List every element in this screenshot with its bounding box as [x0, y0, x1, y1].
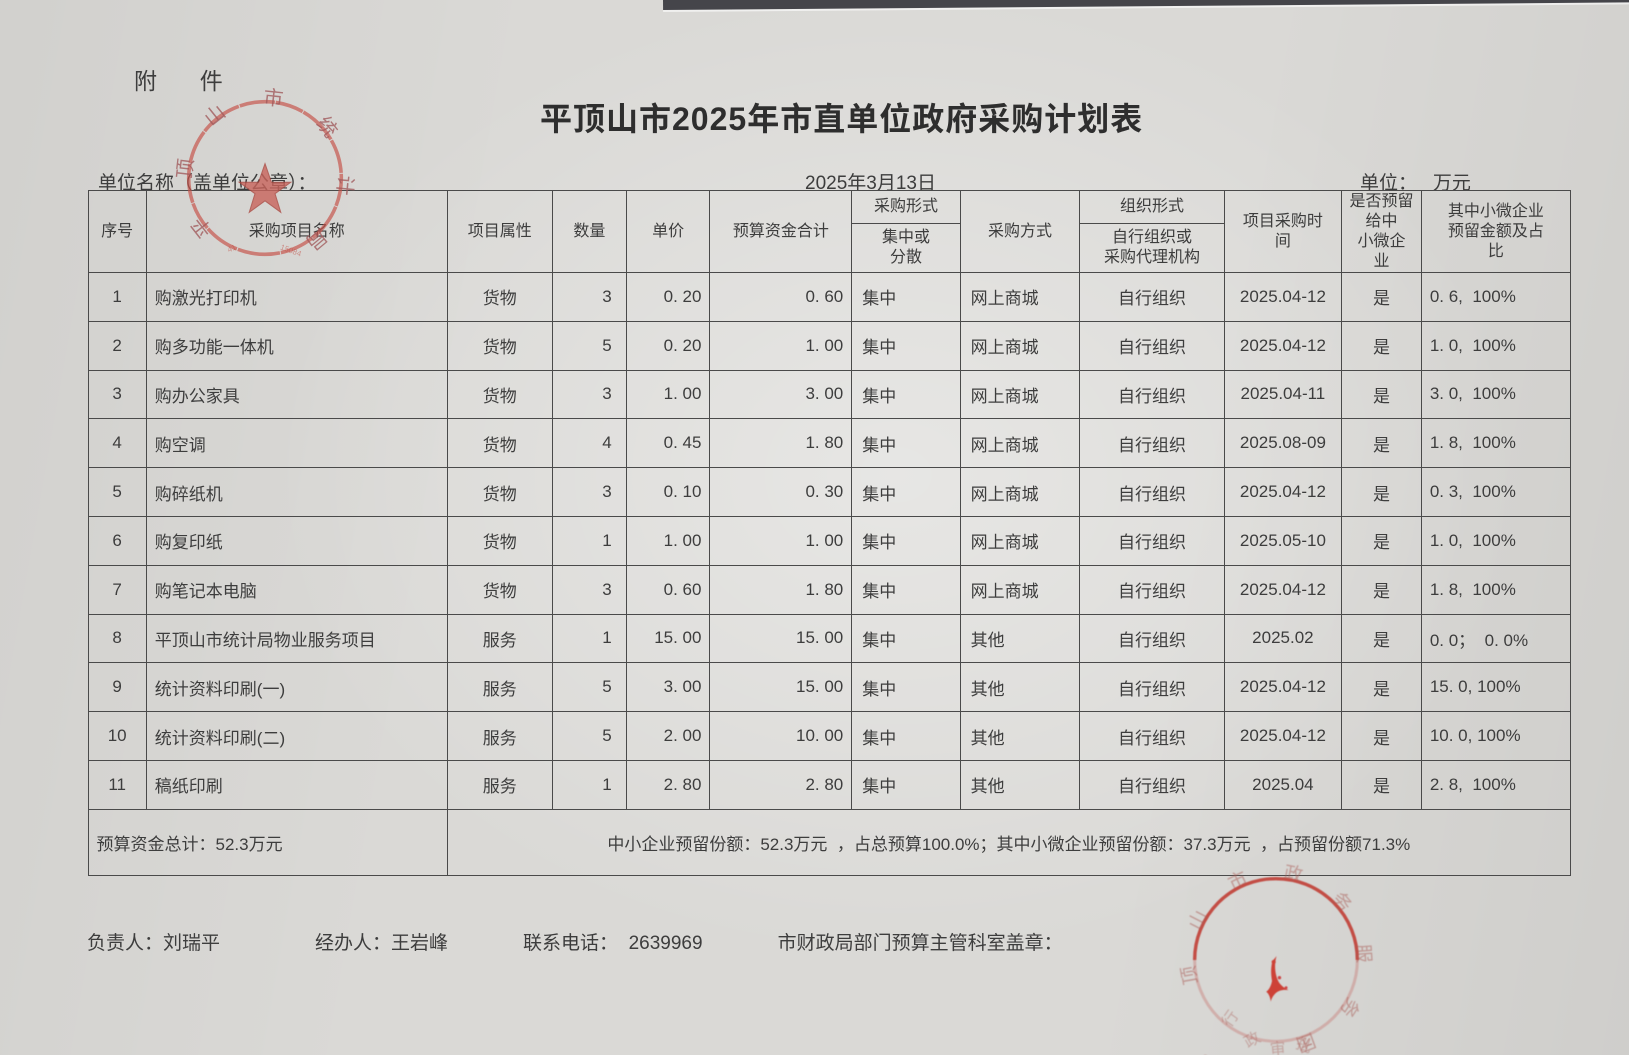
svg-text:市: 市 [1225, 867, 1252, 895]
svg-text:平: 平 [188, 212, 218, 241]
svg-text:服: 服 [1351, 943, 1373, 964]
svg-text:计: 计 [332, 174, 357, 196]
svg-text:山: 山 [1184, 907, 1212, 934]
svg-text:顶: 顶 [1178, 964, 1202, 986]
svg-text:顶: 顶 [174, 158, 198, 180]
svg-text:市: 市 [262, 86, 284, 111]
svg-text:山: 山 [200, 100, 230, 130]
svg-text:行: 行 [1219, 1007, 1243, 1030]
svg-text:统: 统 [312, 112, 342, 142]
svg-text:务: 务 [1335, 994, 1364, 1022]
svg-text:局: 局 [301, 224, 330, 254]
svg-text:务: 务 [1327, 888, 1356, 917]
svg-text:审: 审 [1269, 1040, 1286, 1055]
svg-text:政: 政 [1241, 1028, 1264, 1052]
